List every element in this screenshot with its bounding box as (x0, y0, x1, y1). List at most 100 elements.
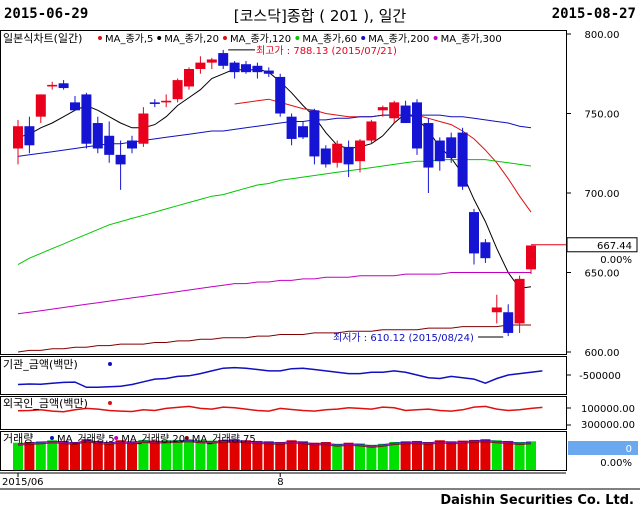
price-legend-item: MA_종가,300 (441, 33, 502, 45)
volume-bar (286, 440, 297, 470)
volume-bar (309, 442, 320, 470)
volume-bar (480, 439, 491, 470)
volume-bar (263, 441, 274, 470)
x-axis-label: 2015/06 (2, 477, 44, 488)
candle-body (263, 70, 274, 74)
candle-body (412, 102, 422, 149)
candle-body (58, 83, 69, 89)
candle-body (491, 307, 502, 313)
volume-bar (172, 439, 183, 470)
price-legend-item: MA_종가,20 (164, 33, 219, 45)
candle-body (13, 126, 23, 149)
candle-body (115, 154, 126, 165)
company-name: Daishin Securities Co. Ltd. (440, 493, 634, 508)
volume-bar (35, 441, 46, 470)
last-change-value: 0.00% (600, 255, 632, 266)
candle-body (469, 212, 479, 254)
volume-bar (81, 439, 92, 470)
candle-body (149, 102, 160, 104)
volume-bar (457, 440, 468, 470)
volume-bar (241, 440, 251, 470)
candle-body (286, 116, 297, 139)
panel-border-1 (0, 356, 567, 395)
candle-body (366, 121, 377, 141)
volume-bar (229, 439, 240, 470)
chart-header: 2015-06-29 [코스닥]종합 ( 201 ), 일간 2015-08-2… (0, 0, 640, 30)
foreign-axis-label: 300000.00 (581, 420, 635, 431)
candle-body (457, 132, 468, 187)
foreign-panel-title: 외국인_금액(백만) (3, 397, 88, 410)
volume-bar (47, 440, 58, 470)
candle-body (161, 100, 172, 103)
price-axis-label: 800.00 (585, 30, 620, 41)
volume-bar (332, 443, 343, 470)
volume-ma-line-0 (17, 439, 532, 447)
volume-bar (366, 444, 377, 470)
candle-body (343, 146, 354, 165)
volume-ma-line-2 (17, 441, 532, 448)
volume-bar (423, 442, 434, 470)
volume-legend-marker (50, 436, 54, 440)
candle-body (184, 68, 194, 87)
candle-body (104, 135, 115, 155)
candle-body (434, 140, 445, 162)
volume-bar (70, 442, 80, 470)
candle-body (332, 143, 343, 163)
candle-body (172, 80, 183, 100)
foreign-panel: 100000.00 300000.00 (17, 404, 635, 431)
candle-body (47, 84, 58, 87)
end-date: 2015-08-27 (551, 6, 636, 22)
foreign-line (17, 405, 543, 413)
volume-bar (252, 440, 263, 470)
volume-panel-title: 거래량 (3, 432, 33, 445)
candle-body (526, 245, 536, 270)
volume-ma-line-1 (17, 440, 532, 448)
volume-bar (503, 440, 514, 470)
volume-bar (184, 439, 194, 470)
legend-marker (157, 36, 162, 40)
x-axis-label: 8 (277, 477, 283, 488)
candle-body (275, 76, 286, 114)
volume-bar (491, 440, 502, 470)
volume-bar (514, 442, 525, 470)
volume-bar (138, 439, 149, 470)
institution-axis-label: -500000 (579, 371, 621, 382)
volume-value: 0 (626, 444, 632, 455)
price-axis-label: 700.00 (585, 189, 620, 200)
volume-bar (127, 441, 137, 470)
volume-change: 0.00% (600, 458, 632, 469)
chart-title: [코스닥]종합 ( 201 ), 일간 (233, 7, 407, 25)
candle-body (241, 64, 251, 73)
ma-line-4 (17, 272, 531, 315)
candle-body (92, 123, 103, 149)
candle-body (480, 242, 491, 259)
price-legend-item: MA_종가,60 (302, 33, 357, 45)
candle-body (298, 126, 308, 138)
volume-bar (115, 440, 126, 470)
volume-bar (469, 439, 479, 470)
panel-border-2 (0, 396, 567, 430)
volume-bar (343, 442, 354, 470)
institution-panel-title: 기관_금액(백만) (3, 358, 78, 371)
candle-body (400, 105, 411, 124)
volume-bar (320, 442, 331, 470)
volume-legend-item: MA_거래량,20 (121, 433, 185, 445)
candle-body (218, 53, 229, 66)
start-date: 2015-06-29 (4, 6, 89, 22)
candle-body (309, 110, 320, 157)
candle-body (138, 113, 149, 144)
institution-panel: -500000 (17, 366, 621, 389)
institution-line (17, 366, 543, 389)
candle-body (127, 140, 137, 149)
volume-bar (58, 440, 69, 470)
last-price-value: 667.44 (597, 241, 632, 252)
volume-bar (24, 442, 35, 470)
volume-bar (355, 443, 365, 470)
legend-marker (361, 36, 366, 40)
volume-bar (400, 441, 411, 470)
price-axis-label: 600.00 (585, 348, 620, 359)
panel-border-3 (0, 431, 567, 471)
ma-line-0 (17, 68, 532, 289)
candle-body (229, 62, 240, 73)
